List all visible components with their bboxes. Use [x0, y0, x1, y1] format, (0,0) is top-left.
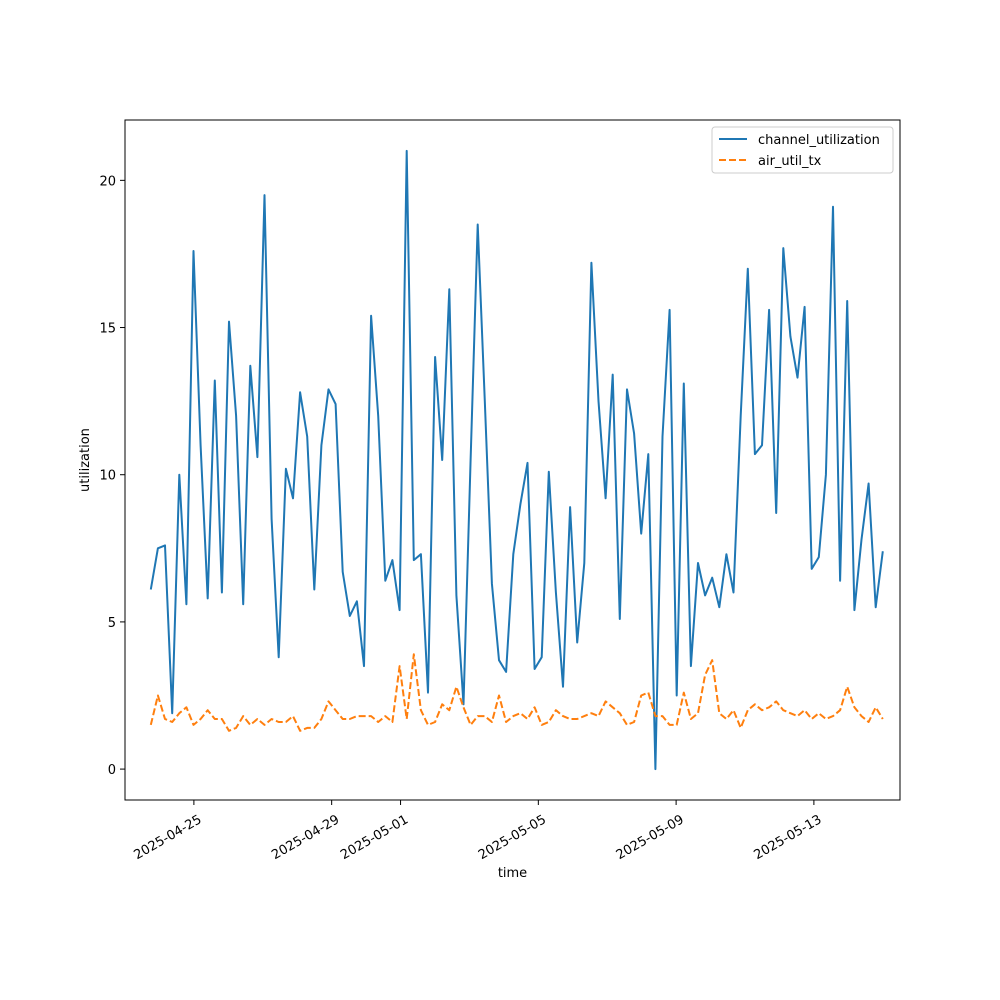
- y-tick-label: 0: [108, 763, 116, 778]
- y-tick-label: 15: [99, 322, 116, 337]
- legend-box: [711, 126, 894, 174]
- series-line-channel-utilization: [149, 149, 884, 771]
- y-tick-label: 5: [108, 616, 116, 631]
- series-line-air-util-tx: [149, 653, 884, 732]
- plot-frame: [124, 119, 901, 801]
- legend-label-air-util-tx: air_util_tx: [758, 154, 822, 169]
- y-tick-label: 20: [99, 174, 116, 189]
- legend-label-channel-utilization: channel_utilization: [758, 133, 880, 148]
- x-axis-label: time: [498, 866, 527, 881]
- y-axis: 0 5 10 15 20: [99, 174, 125, 778]
- y-tick-label: 10: [99, 469, 116, 484]
- legend: channel_utilization air_util_tx: [711, 126, 894, 174]
- y-axis-label: utilization: [78, 428, 93, 492]
- series-layer: [149, 149, 884, 771]
